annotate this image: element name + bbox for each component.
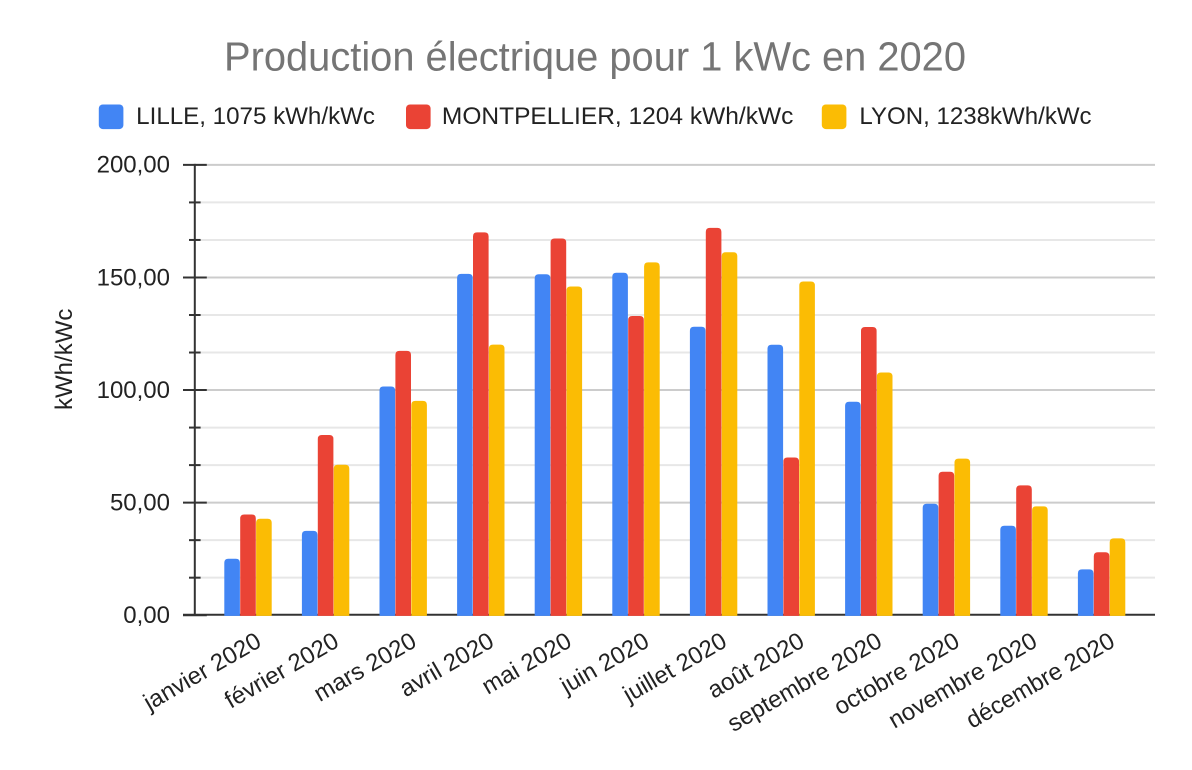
svg-text:150,00: 150,00 xyxy=(97,264,170,291)
svg-text:LILLE, 1075 kWh/kWc: LILLE, 1075 kWh/kWc xyxy=(136,103,375,130)
svg-text:MONTPELLIER, 1204 kWh/kWc: MONTPELLIER, 1204 kWh/kWc xyxy=(442,103,794,130)
svg-text:200,00: 200,00 xyxy=(97,152,170,179)
svg-text:0,00: 0,00 xyxy=(123,602,170,629)
svg-text:kWh/kWc: kWh/kWc xyxy=(51,309,78,410)
svg-text:50,00: 50,00 xyxy=(110,489,170,516)
svg-text:LYON, 1238kWh/kWc: LYON, 1238kWh/kWc xyxy=(859,103,1091,130)
svg-text:100,00: 100,00 xyxy=(97,377,170,404)
svg-text:Production électrique pour 1 k: Production électrique pour 1 kWc en 2020 xyxy=(224,34,966,80)
